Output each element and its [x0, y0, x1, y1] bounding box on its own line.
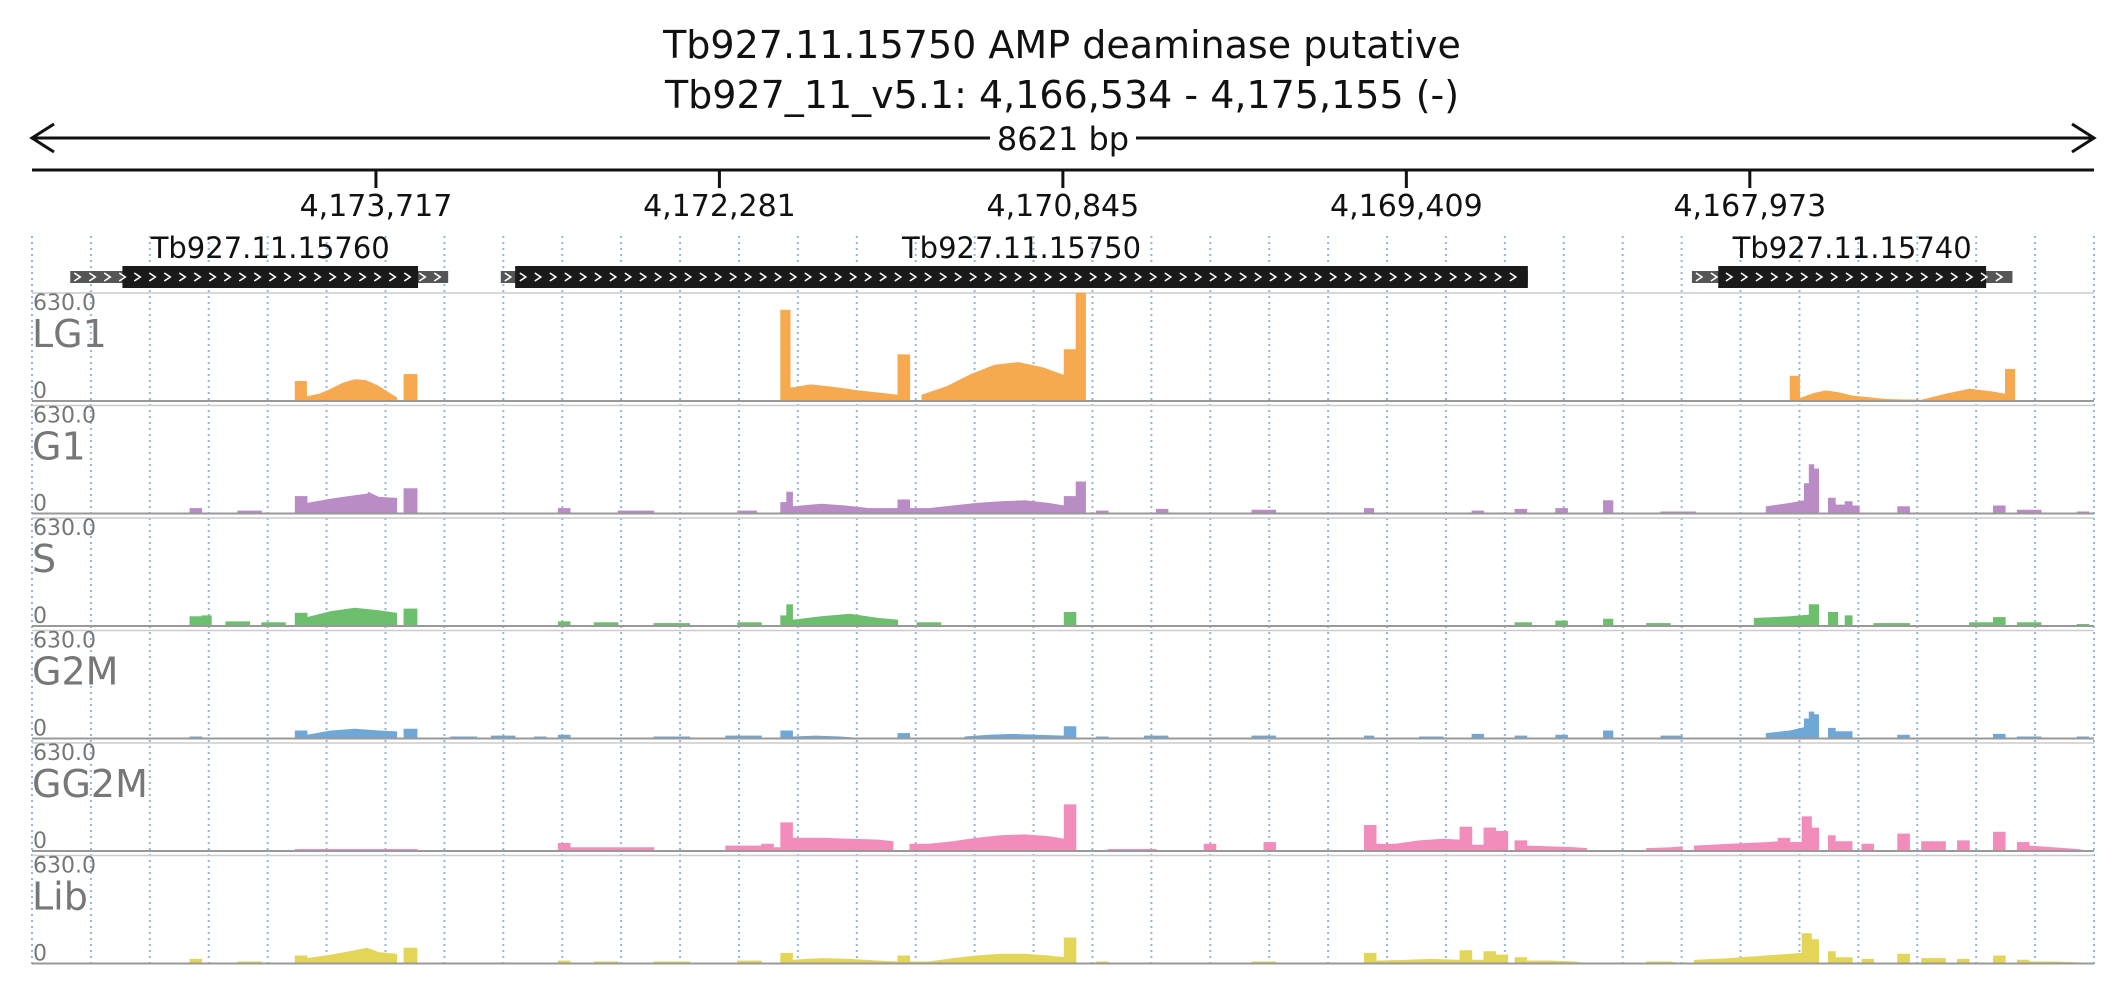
- track-g1: 630.0 0 G1: [32, 404, 2094, 517]
- track-name-label: S: [32, 537, 56, 581]
- x-tick-label: 4,172,281: [643, 189, 796, 224]
- strand-arrow-icon: [1695, 272, 2004, 282]
- gene-label: Tb927.11.15750: [901, 231, 1141, 265]
- x-tick-label: 4,170,845: [987, 189, 1140, 224]
- y-max-label: 630.0: [33, 291, 96, 316]
- coverage-area-lg1: [294, 292, 2016, 402]
- coverage-tracks: 630.00LG1630.00G1630.00S630.00G2M630.00G…: [32, 291, 2094, 967]
- span-arrow-right-icon: [2071, 122, 2097, 154]
- track-lg1: 630.0 0 LG1: [32, 291, 2094, 404]
- chart-title: Tb927.11.15750 AMP deaminase putative: [662, 23, 1461, 67]
- track-s: 630.0 0 S: [32, 516, 2094, 629]
- y-max-label: 630.0: [33, 741, 96, 766]
- track-name-label: G2M: [32, 650, 118, 694]
- y-min-label: 0: [33, 829, 47, 854]
- span-length-label: 8621 bp: [997, 120, 1129, 158]
- y-max-label: 630.0: [33, 629, 96, 654]
- gene-model: Tb927.11.15750: [500, 231, 1528, 288]
- track-name-label: LG1: [32, 312, 107, 356]
- track-name-label: Lib: [32, 875, 88, 919]
- x-tick-label: 4,173,717: [300, 189, 453, 224]
- coverage-area-g1: [189, 464, 2090, 514]
- x-tick-label: 4,169,409: [1330, 189, 1483, 224]
- track-name-label: G1: [32, 425, 86, 469]
- x-axis-ticks: 4,173,717 4,172,281 4,170,845 4,169,409 4,16…: [300, 170, 1826, 224]
- y-min-label: 0: [33, 604, 47, 629]
- y-min-label: 0: [33, 942, 47, 967]
- x-tick-label: 4,167,973: [1673, 189, 1826, 224]
- track-gg2m: 630.0 0 GG2M: [32, 741, 2094, 854]
- y-min-label: 0: [33, 379, 47, 404]
- y-max-label: 630.0: [33, 854, 96, 879]
- coverage-area-gg2m: [294, 804, 2090, 852]
- track-lib: 630.0 0 Lib: [32, 854, 2094, 967]
- gene-label: Tb927.11.15760: [150, 231, 390, 265]
- track-g2m: 630.0 0 G2M: [32, 629, 2094, 742]
- coverage-area-g2m: [189, 711, 2090, 739]
- span-arrow-left-icon: [29, 122, 55, 154]
- strand-arrow-icon: [73, 272, 442, 282]
- coverage-area-s: [189, 604, 2090, 627]
- y-max-label: 630.0: [33, 404, 96, 429]
- gene-model: Tb927.11.15740: [1691, 231, 2013, 288]
- span-ruler: 8621 bp: [29, 120, 2097, 158]
- gene-label: Tb927.11.15740: [1732, 231, 1972, 265]
- gene-models: Tb927.11.15760 Tb927.11.15750 Tb927.11.157…: [70, 231, 2013, 288]
- track-name-label: GG2M: [32, 762, 148, 806]
- y-max-label: 630.0: [33, 516, 96, 541]
- y-min-label: 0: [33, 717, 47, 742]
- gene-model: Tb927.11.15760: [70, 231, 449, 288]
- chart-subtitle: Tb927_11_v5.1: 4,166,534 - 4,175,155 (-): [664, 73, 1459, 117]
- coverage-area-lib: [189, 933, 2090, 964]
- strand-arrow-icon: [504, 272, 1518, 282]
- gene-cds: [122, 266, 419, 288]
- y-min-label: 0: [33, 492, 47, 517]
